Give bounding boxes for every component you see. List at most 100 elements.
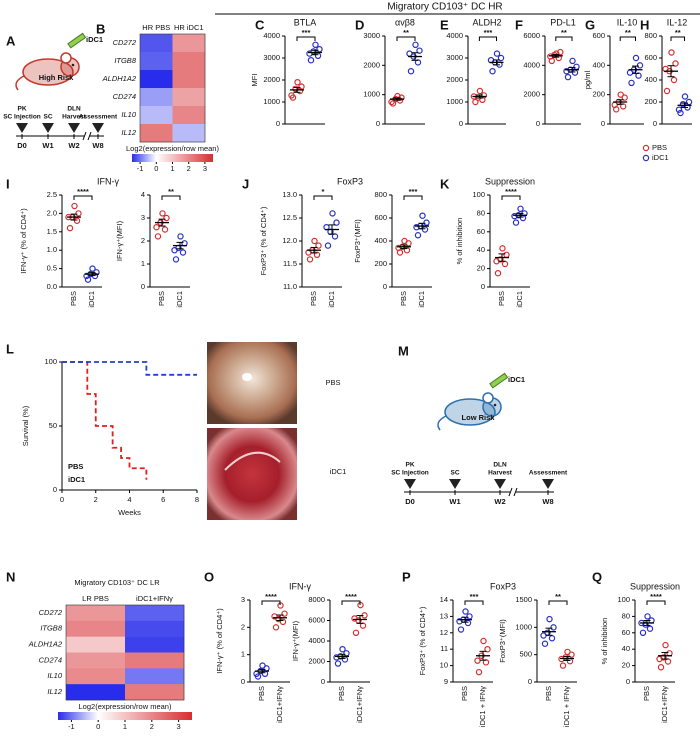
significance-bracket bbox=[464, 600, 484, 605]
y-tick-label: 2000 bbox=[523, 90, 540, 99]
legend-marker bbox=[642, 154, 650, 162]
y-tick-label: 60 bbox=[622, 628, 630, 637]
x-tick-label: PBS bbox=[544, 686, 553, 701]
y-axis-label: % of inhibition bbox=[455, 218, 464, 265]
data-point bbox=[569, 57, 576, 65]
data-point bbox=[484, 646, 491, 653]
y-tick-label: 0 bbox=[481, 282, 485, 291]
y-tick-label: 0 bbox=[383, 282, 387, 291]
data-point bbox=[177, 233, 184, 240]
row-label: IL10 bbox=[47, 671, 62, 680]
data-point bbox=[89, 265, 96, 272]
x-tick-label: 2 bbox=[94, 495, 98, 504]
data-point bbox=[541, 640, 549, 647]
significance-bracket bbox=[73, 195, 93, 200]
y-tick-label: 600 bbox=[644, 53, 657, 62]
y-tick-label: 3 bbox=[241, 595, 245, 604]
panel-letter: I bbox=[6, 176, 10, 191]
significance-bracket bbox=[403, 195, 423, 200]
data-point bbox=[499, 245, 506, 252]
data-point bbox=[423, 219, 430, 226]
figure-header: Migratory CD103⁺ DC HR bbox=[387, 2, 502, 13]
row-label: CD272 bbox=[39, 608, 63, 617]
timepoint-label: W1 bbox=[42, 141, 53, 150]
panel-letter: N bbox=[6, 569, 15, 584]
y-tick-label: 4000 bbox=[523, 60, 540, 69]
data-point bbox=[407, 67, 415, 75]
heatmap-cell bbox=[125, 620, 185, 637]
row-label: IL12 bbox=[47, 687, 62, 696]
data-point bbox=[662, 641, 669, 649]
heatmap-cell bbox=[140, 88, 173, 107]
y-tick-label: 0 bbox=[601, 119, 605, 128]
y-tick-label: 0.5 bbox=[47, 264, 57, 273]
data-point bbox=[668, 49, 675, 56]
significance-bracket bbox=[619, 36, 636, 41]
legend-marker bbox=[642, 144, 650, 152]
agent-label: iDC1 bbox=[508, 375, 525, 384]
x-tick-label: iDC1 bbox=[87, 291, 96, 308]
y-tick-label: 13 bbox=[440, 611, 448, 620]
mouse-tail bbox=[15, 75, 25, 91]
y-tick-label: 0 bbox=[276, 119, 280, 128]
data-point bbox=[540, 632, 547, 639]
heatmap-cell bbox=[66, 684, 126, 701]
data-point bbox=[316, 46, 323, 53]
y-tick-label: 3 bbox=[141, 213, 145, 222]
data-point bbox=[457, 626, 465, 633]
x-axis-label: Weeks bbox=[118, 508, 141, 517]
y-axis-label: IFN-γ⁺ (% of CD4⁺) bbox=[19, 208, 28, 274]
y-tick-label: 0 bbox=[141, 282, 145, 291]
x-tick-label: iDC1 bbox=[175, 291, 184, 308]
y-tick-label: 80 bbox=[477, 208, 485, 217]
significance-label: **** bbox=[650, 592, 662, 601]
y-tick-label: 400 bbox=[644, 75, 657, 84]
y-axis-label: MFI bbox=[250, 74, 259, 87]
data-point bbox=[664, 658, 672, 665]
legend-label: PBS bbox=[68, 462, 83, 471]
y-tick-label: 1000 bbox=[515, 622, 532, 631]
row-label: CD274 bbox=[113, 92, 136, 101]
data-point bbox=[677, 109, 684, 117]
y-tick-label: 4000 bbox=[263, 31, 280, 40]
mouse-tail bbox=[437, 415, 447, 431]
data-point bbox=[281, 610, 288, 617]
y-axis-label: IFN-γ⁺ (% of CD4⁺) bbox=[215, 608, 224, 674]
survival-line bbox=[62, 361, 148, 480]
x-tick-label: 6 bbox=[161, 495, 165, 504]
data-point bbox=[315, 242, 322, 249]
significance-bracket bbox=[261, 600, 281, 605]
x-tick-label: iDC1+IFNγ bbox=[275, 686, 284, 723]
x-tick-label: iDC1 + IFNγ bbox=[478, 686, 487, 727]
data-point bbox=[493, 50, 501, 57]
x-tick-label: PBS bbox=[309, 291, 318, 306]
legend-label: iDC1 bbox=[652, 153, 669, 162]
step-arrow bbox=[542, 479, 554, 489]
colorbar-tick-label: 0 bbox=[96, 722, 100, 731]
timeline-break bbox=[508, 487, 518, 497]
x-tick-label: 0 bbox=[60, 495, 64, 504]
data-point bbox=[617, 91, 624, 98]
significance-label: **** bbox=[345, 592, 357, 601]
significance-bracket bbox=[555, 36, 573, 41]
mouse-ear bbox=[60, 52, 72, 64]
data-point bbox=[672, 60, 679, 67]
step-arrow bbox=[68, 123, 80, 133]
y-tick-label: 4 bbox=[141, 190, 145, 199]
mouse-eye bbox=[71, 63, 75, 67]
step-arrow bbox=[42, 123, 54, 133]
risk-label: High Risk bbox=[39, 73, 74, 82]
y-tick-label: 200 bbox=[592, 90, 605, 99]
row-label: CD272 bbox=[113, 38, 137, 47]
step-label: PK bbox=[405, 462, 414, 469]
x-tick-label: iDC1 bbox=[515, 291, 524, 308]
y-tick-label: 600 bbox=[592, 31, 605, 40]
significance-bracket bbox=[478, 36, 497, 41]
y-axis-label: IFN-γ⁺(MFI) bbox=[291, 620, 300, 661]
data-point bbox=[663, 87, 671, 95]
significance-label: ** bbox=[561, 28, 567, 37]
y-tick-label: 2 bbox=[141, 236, 145, 245]
significance-label: ** bbox=[555, 592, 561, 601]
data-point bbox=[475, 668, 483, 676]
